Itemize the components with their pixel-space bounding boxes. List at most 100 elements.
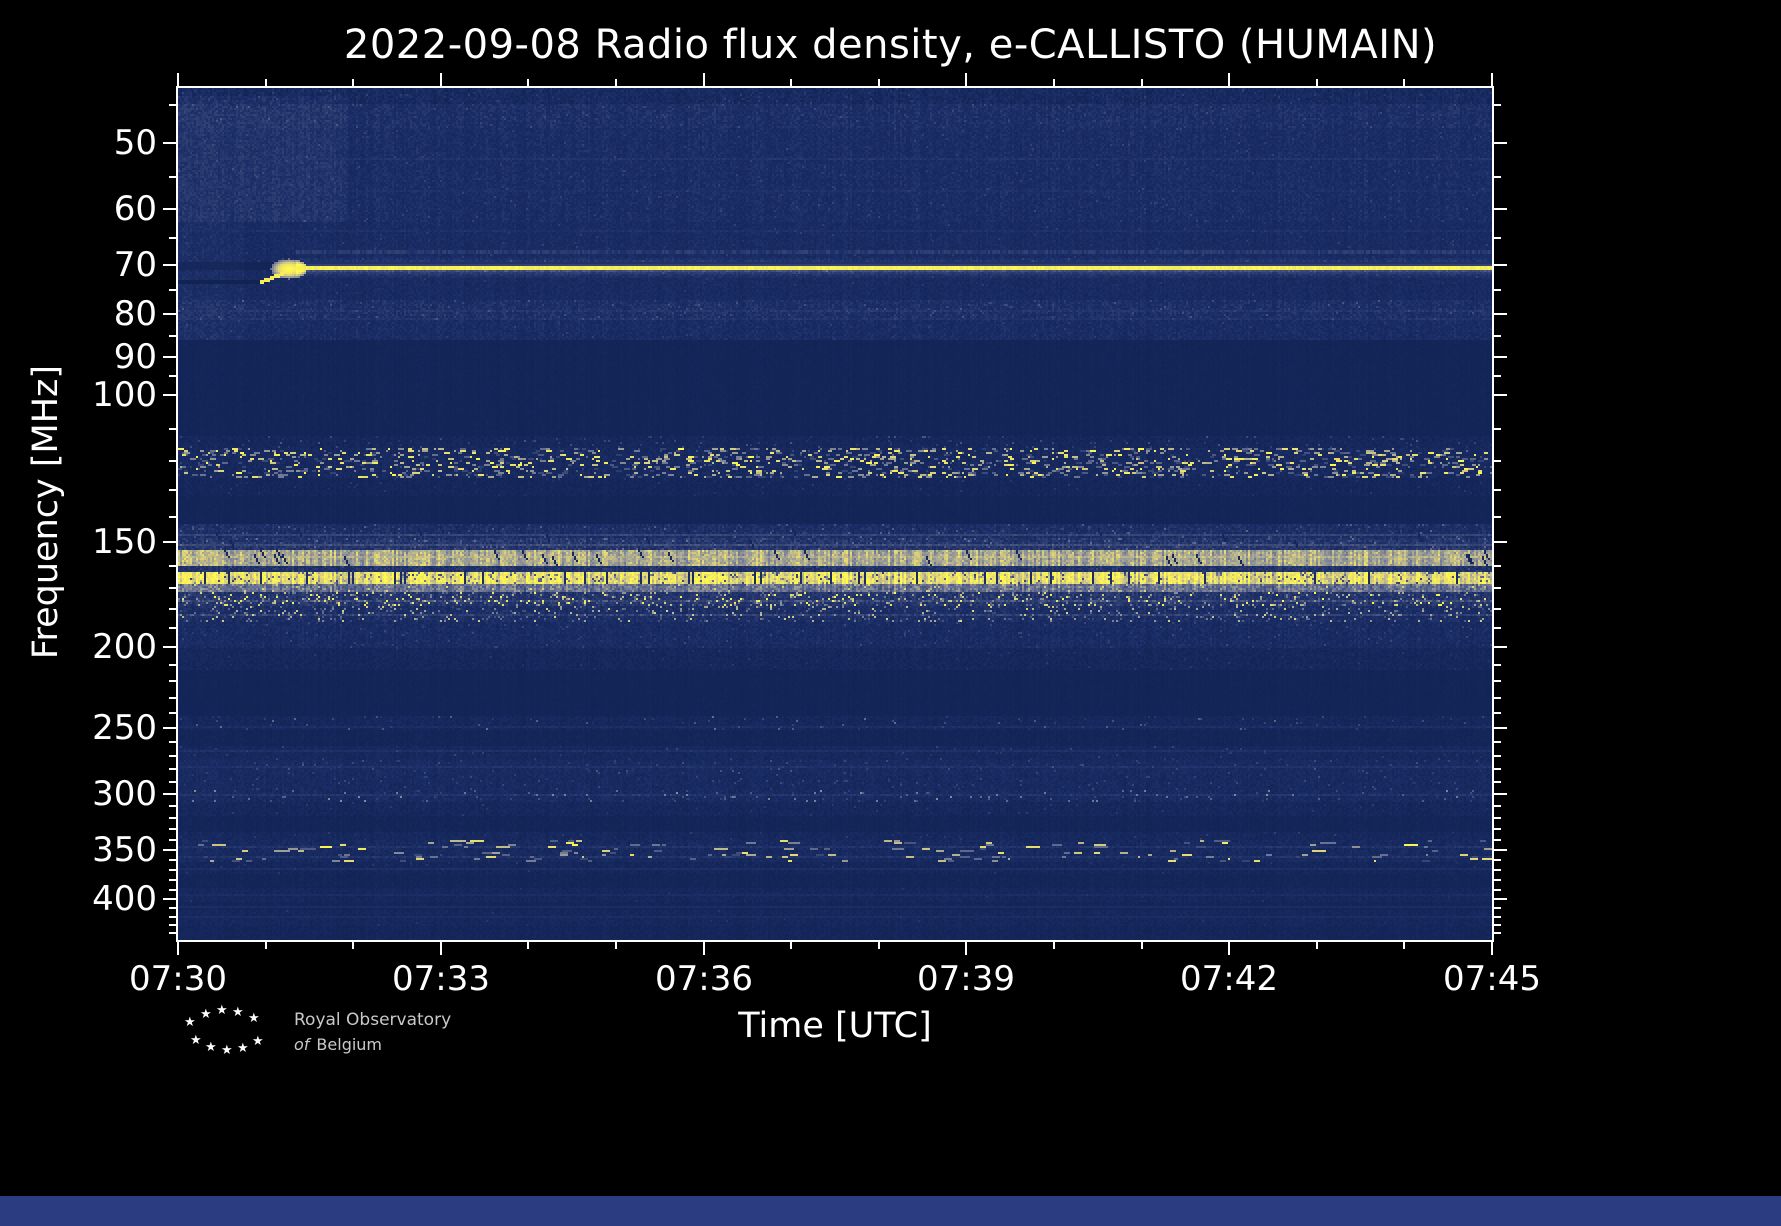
axis-tick <box>1141 79 1143 86</box>
star-icon: ★ <box>248 1011 260 1026</box>
axis-tick <box>169 839 176 841</box>
axis-tick <box>169 237 176 239</box>
axis-tick <box>1053 942 1055 949</box>
axis-tick <box>1494 646 1507 648</box>
axis-tick <box>1494 879 1501 881</box>
y-tick-label: 100 <box>92 375 157 415</box>
spectrogram-canvas <box>178 88 1492 940</box>
axis-tick <box>440 942 442 955</box>
axis-tick <box>1494 828 1501 830</box>
axis-tick <box>1494 142 1507 144</box>
logo-text-line2: of Belgium <box>294 1035 451 1054</box>
axis-tick <box>169 335 176 337</box>
axis-tick <box>169 489 176 491</box>
axis-tick <box>1494 859 1501 861</box>
axis-tick <box>169 817 176 819</box>
axis-tick <box>177 73 179 86</box>
star-icon: ★ <box>184 1015 196 1030</box>
axis-tick <box>1494 428 1501 430</box>
axis-tick <box>1494 489 1501 491</box>
axis-tick <box>1494 932 1501 934</box>
x-tick-label: 07:33 <box>392 959 490 999</box>
axis-tick <box>169 741 176 743</box>
axis-tick <box>1316 79 1318 86</box>
axis-tick <box>169 608 176 610</box>
axis-tick <box>169 680 176 682</box>
axis-tick <box>878 79 880 86</box>
y-tick-label: 250 <box>92 708 157 748</box>
axis-tick <box>169 712 176 714</box>
axis-tick <box>169 932 176 934</box>
star-icon: ★ <box>237 1041 249 1056</box>
axis-tick <box>1494 793 1507 795</box>
axis-tick <box>169 565 176 567</box>
axis-tick <box>1494 924 1501 926</box>
axis-tick <box>169 781 176 783</box>
axis-tick <box>1491 942 1493 955</box>
logo-text-of: of <box>294 1035 310 1054</box>
axis-tick <box>163 264 176 266</box>
axis-tick <box>265 79 267 86</box>
axis-tick <box>1494 516 1501 518</box>
y-axis-label: Frequency [MHz] <box>26 364 66 660</box>
axis-tick <box>169 805 176 807</box>
plot-area <box>176 86 1494 942</box>
axis-tick <box>1494 889 1501 891</box>
axis-tick <box>1494 335 1501 337</box>
axis-tick <box>169 587 176 589</box>
axis-tick <box>1494 627 1501 629</box>
axis-tick <box>163 646 176 648</box>
axis-tick <box>965 942 967 955</box>
axis-tick <box>1494 817 1501 819</box>
axis-tick <box>169 889 176 891</box>
axis-tick <box>440 73 442 86</box>
axis-tick <box>1494 916 1501 918</box>
axis-tick <box>1403 942 1405 949</box>
axis-tick <box>352 942 354 949</box>
axis-tick <box>1494 805 1501 807</box>
axis-tick <box>169 907 176 909</box>
axis-tick <box>177 942 179 955</box>
axis-tick <box>352 79 354 86</box>
y-tick-label: 300 <box>92 774 157 814</box>
y-tick-label: 400 <box>92 879 157 919</box>
axis-tick <box>1494 741 1501 743</box>
axis-tick <box>169 755 176 757</box>
axis-tick <box>169 697 176 699</box>
x-tick-label: 07:45 <box>1443 959 1541 999</box>
axis-tick <box>163 313 176 315</box>
axis-tick <box>169 375 176 377</box>
axis-tick <box>1141 942 1143 949</box>
axis-tick <box>1494 375 1501 377</box>
axis-tick <box>1494 264 1507 266</box>
y-tick-label: 350 <box>92 830 157 870</box>
axis-tick <box>1494 460 1501 462</box>
axis-tick <box>1494 541 1507 543</box>
axis-tick <box>790 79 792 86</box>
rob-stars-icon: ★ ★ ★ ★ ★ ★ ★ ★ ★ ★ <box>182 1002 278 1064</box>
axis-tick <box>878 942 880 949</box>
axis-tick <box>1494 907 1501 909</box>
star-icon: ★ <box>205 1040 217 1055</box>
axis-tick <box>1494 869 1501 871</box>
y-tick-label: 200 <box>92 627 157 667</box>
axis-tick <box>169 869 176 871</box>
x-tick-label: 07:42 <box>1180 959 1278 999</box>
star-icon: ★ <box>221 1043 233 1058</box>
axis-tick <box>169 428 176 430</box>
axis-tick <box>169 104 176 106</box>
axis-tick <box>1403 79 1405 86</box>
axis-tick <box>163 208 176 210</box>
x-tick-label: 07:39 <box>917 959 1015 999</box>
y-tick-label: 90 <box>113 337 157 377</box>
axis-tick <box>169 664 176 666</box>
axis-tick <box>163 541 176 543</box>
x-axis-label: Time [UTC] <box>738 1006 932 1046</box>
bottom-strip <box>0 1196 1781 1226</box>
axis-tick <box>163 356 176 358</box>
chart-title: 2022-09-08 Radio flux density, e-CALLIST… <box>343 22 1438 68</box>
axis-tick <box>1494 664 1501 666</box>
axis-tick <box>1228 73 1230 86</box>
y-tick-label: 150 <box>92 522 157 562</box>
axis-tick <box>615 942 617 949</box>
